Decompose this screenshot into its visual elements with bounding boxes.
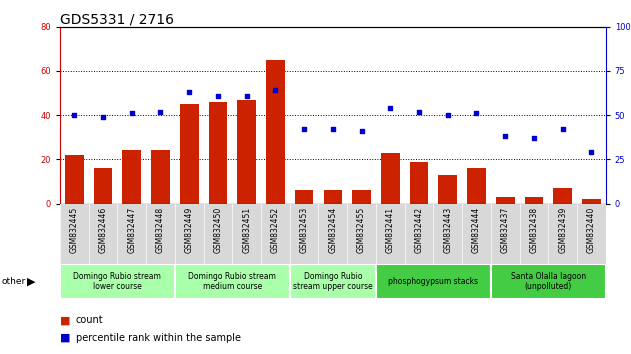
- Text: count: count: [76, 315, 103, 325]
- Bar: [439, 175, 457, 204]
- Text: GSM832444: GSM832444: [472, 206, 481, 253]
- Text: ▶: ▶: [27, 276, 35, 286]
- Bar: [295, 190, 314, 204]
- Point: [500, 133, 510, 139]
- Point: [127, 110, 137, 116]
- Bar: [491, 264, 606, 299]
- Bar: [553, 188, 572, 204]
- Text: Santa Olalla lagoon
(unpolluted): Santa Olalla lagoon (unpolluted): [510, 272, 586, 291]
- Bar: [524, 197, 543, 204]
- Bar: [582, 199, 601, 204]
- Text: GSM832441: GSM832441: [386, 206, 395, 253]
- Bar: [60, 264, 175, 299]
- Point: [155, 109, 165, 114]
- Point: [586, 149, 596, 155]
- Point: [558, 126, 568, 132]
- Bar: [237, 99, 256, 204]
- Point: [357, 128, 367, 134]
- Bar: [175, 264, 290, 299]
- Text: GSM832446: GSM832446: [98, 206, 107, 253]
- Text: Domingo Rubio stream
lower course: Domingo Rubio stream lower course: [73, 272, 162, 291]
- Point: [270, 87, 280, 93]
- Point: [529, 135, 539, 141]
- Text: phosphogypsum stacks: phosphogypsum stacks: [388, 277, 478, 286]
- Point: [471, 110, 481, 116]
- Bar: [381, 153, 399, 204]
- Text: GSM832448: GSM832448: [156, 206, 165, 253]
- Text: GSM832438: GSM832438: [529, 206, 538, 253]
- Text: GSM832450: GSM832450: [213, 206, 223, 253]
- Bar: [266, 60, 285, 204]
- Bar: [151, 150, 170, 204]
- Point: [184, 89, 194, 95]
- Bar: [376, 264, 491, 299]
- Text: GSM832449: GSM832449: [185, 206, 194, 253]
- Text: GSM832452: GSM832452: [271, 206, 280, 253]
- Point: [299, 126, 309, 132]
- Text: Domingo Rubio stream
medium course: Domingo Rubio stream medium course: [189, 272, 276, 291]
- Point: [69, 112, 80, 118]
- Bar: [122, 150, 141, 204]
- Point: [328, 126, 338, 132]
- Text: GSM832445: GSM832445: [70, 206, 79, 253]
- Text: GSM832439: GSM832439: [558, 206, 567, 253]
- Text: GSM832454: GSM832454: [328, 206, 338, 253]
- Point: [414, 109, 424, 114]
- Text: GSM832455: GSM832455: [357, 206, 366, 253]
- Text: ■: ■: [60, 333, 71, 343]
- Text: GSM832443: GSM832443: [443, 206, 452, 253]
- Text: ■: ■: [60, 315, 71, 325]
- Bar: [290, 264, 376, 299]
- Bar: [65, 155, 84, 204]
- Bar: [496, 197, 514, 204]
- Point: [98, 114, 108, 120]
- Text: GSM832447: GSM832447: [127, 206, 136, 253]
- Point: [213, 93, 223, 98]
- Text: GSM832453: GSM832453: [300, 206, 309, 253]
- Point: [386, 105, 396, 111]
- Bar: [209, 102, 227, 204]
- Bar: [93, 168, 112, 204]
- Bar: [180, 104, 199, 204]
- Point: [443, 112, 453, 118]
- Text: percentile rank within the sample: percentile rank within the sample: [76, 333, 240, 343]
- Text: GSM832451: GSM832451: [242, 206, 251, 253]
- Text: GDS5331 / 2716: GDS5331 / 2716: [60, 12, 174, 27]
- Bar: [410, 161, 428, 204]
- Bar: [352, 190, 371, 204]
- Text: Domingo Rubio
stream upper course: Domingo Rubio stream upper course: [293, 272, 373, 291]
- Text: GSM832440: GSM832440: [587, 206, 596, 253]
- Point: [242, 93, 252, 98]
- Bar: [324, 190, 342, 204]
- Bar: [467, 168, 486, 204]
- Text: GSM832437: GSM832437: [501, 206, 510, 253]
- Text: other: other: [1, 277, 25, 286]
- Text: GSM832442: GSM832442: [415, 206, 423, 253]
